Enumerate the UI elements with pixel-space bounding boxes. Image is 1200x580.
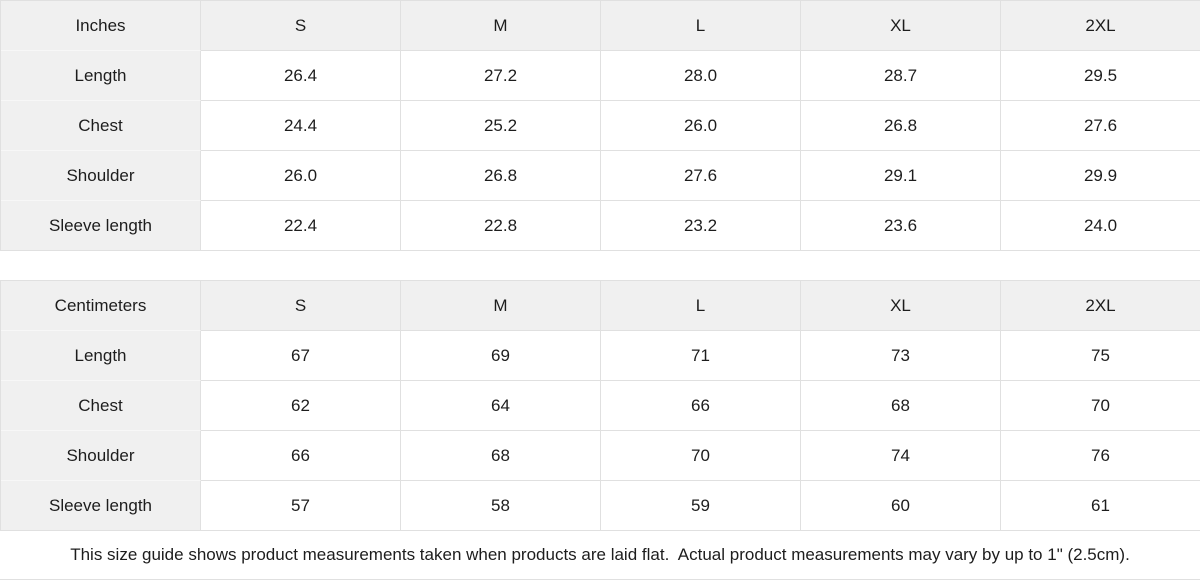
measurement-cell: 70 [1001,381,1200,431]
measurement-cell: 26.8 [801,101,1001,151]
measurement-cell: 26.4 [201,51,401,101]
measurement-cell: 29.5 [1001,51,1200,101]
measurement-cell: 24.4 [201,101,401,151]
measurement-cell: 74 [801,431,1001,481]
size-header-cell: L [601,281,801,331]
row-label-cell: Chest [1,101,201,151]
measurement-cell: 59 [601,481,801,531]
measurement-cell: 70 [601,431,801,481]
size-table-centimeters: Centimeters S M L XL 2XL Length 67 69 71… [0,280,1200,531]
measurement-cell: 69 [401,331,601,381]
measurement-cell: 22.8 [401,201,601,251]
row-label-cell: Shoulder [1,431,201,481]
measurement-cell: 61 [1001,481,1200,531]
measurement-cell: 66 [201,431,401,481]
table-row: Shoulder 26.0 26.8 27.6 29.1 29.9 [1,151,1200,201]
row-label-cell: Sleeve length [1,481,201,531]
measurement-cell: 29.1 [801,151,1001,201]
measurement-cell: 71 [601,331,801,381]
measurement-cell: 23.2 [601,201,801,251]
row-label-cell: Sleeve length [1,201,201,251]
table-row: Chest 24.4 25.2 26.0 26.8 27.6 [1,101,1200,151]
measurement-cell: 28.0 [601,51,801,101]
measurement-cell: 27.6 [1001,101,1200,151]
size-header-cell: 2XL [1001,281,1200,331]
measurement-cell: 26.0 [201,151,401,201]
measurement-cell: 25.2 [401,101,601,151]
measurement-cell: 68 [801,381,1001,431]
measurement-cell: 64 [401,381,601,431]
size-header-cell: XL [801,1,1001,51]
row-label-cell: Chest [1,381,201,431]
measurement-cell: 28.7 [801,51,1001,101]
unit-header-cell: Centimeters [1,281,201,331]
table-row: Sleeve length 22.4 22.8 23.2 23.6 24.0 [1,201,1200,251]
unit-header-cell: Inches [1,1,201,51]
measurement-cell: 76 [1001,431,1200,481]
measurement-cell: 27.2 [401,51,601,101]
measurement-cell: 27.6 [601,151,801,201]
size-table-inches: Inches S M L XL 2XL Length 26.4 27.2 28.… [0,0,1200,251]
table-header-row: Centimeters S M L XL 2XL [1,281,1200,331]
measurement-cell: 62 [201,381,401,431]
size-header-cell: S [201,1,401,51]
size-header-cell: 2XL [1001,1,1200,51]
table-row: Shoulder 66 68 70 74 76 [1,431,1200,481]
row-label-cell: Length [1,331,201,381]
table-row: Length 26.4 27.2 28.0 28.7 29.5 [1,51,1200,101]
table-row: Sleeve length 57 58 59 60 61 [1,481,1200,531]
measurement-cell: 75 [1001,331,1200,381]
measurement-cell: 73 [801,331,1001,381]
measurement-cell: 68 [401,431,601,481]
measurement-cell: 24.0 [1001,201,1200,251]
size-header-cell: XL [801,281,1001,331]
measurement-cell: 26.8 [401,151,601,201]
measurement-cell: 22.4 [201,201,401,251]
measurement-cell: 23.6 [801,201,1001,251]
size-header-cell: S [201,281,401,331]
measurement-cell: 60 [801,481,1001,531]
table-row: Length 67 69 71 73 75 [1,331,1200,381]
measurement-cell: 67 [201,331,401,381]
table-header-row: Inches S M L XL 2XL [1,1,1200,51]
measurement-cell: 26.0 [601,101,801,151]
row-label-cell: Shoulder [1,151,201,201]
size-header-cell: M [401,281,601,331]
measurement-cell: 58 [401,481,601,531]
table-gap [0,251,1200,280]
size-header-cell: M [401,1,601,51]
row-label-cell: Length [1,51,201,101]
measurement-cell: 29.9 [1001,151,1200,201]
measurement-cell: 66 [601,381,801,431]
size-header-cell: L [601,1,801,51]
size-guide-footer-note: This size guide shows product measuremen… [0,531,1200,580]
measurement-cell: 57 [201,481,401,531]
table-row: Chest 62 64 66 68 70 [1,381,1200,431]
